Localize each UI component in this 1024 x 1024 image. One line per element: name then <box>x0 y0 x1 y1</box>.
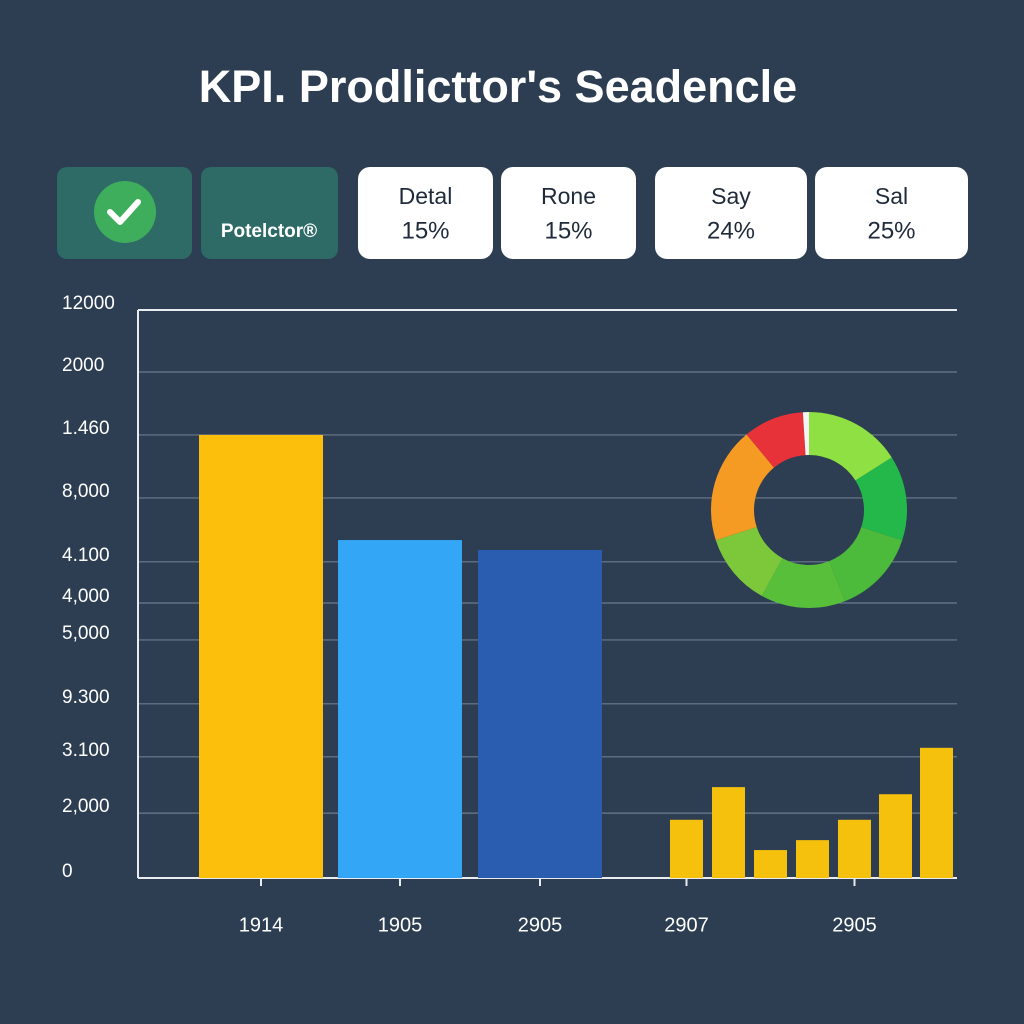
kpi-card <box>655 167 807 259</box>
page-title: KPI. Prodlicttor's Seadencle <box>199 61 797 112</box>
y-tick-label: 4.100 <box>62 545 110 566</box>
kpi-card <box>501 167 636 259</box>
pie-slice <box>715 526 783 596</box>
pie-slice <box>809 412 892 481</box>
bar <box>838 819 871 878</box>
y-tick-label: 3.100 <box>62 740 110 761</box>
pie-slice <box>761 558 846 608</box>
kpi-label: Detal <box>399 183 453 209</box>
pie-slice <box>855 457 908 541</box>
kpi-card <box>358 167 493 259</box>
kpi-label: Sal <box>875 183 908 209</box>
bar <box>796 840 829 878</box>
y-tick-label: 9.300 <box>62 687 110 708</box>
y-tick-label: 2,000 <box>62 796 110 817</box>
kpi-label: Rone <box>541 183 596 209</box>
y-tick-label: 1.460 <box>62 418 110 439</box>
y-tick-label: 0 <box>62 861 73 882</box>
bar <box>338 540 462 878</box>
x-tick-label: 2905 <box>518 914 563 936</box>
kpi-value: 25% <box>867 217 915 244</box>
x-tick-label: 1914 <box>239 914 284 936</box>
bar <box>920 747 953 878</box>
bar <box>754 850 787 878</box>
kpi-card <box>815 167 968 259</box>
y-tick-label: 2000 <box>62 355 104 376</box>
kpi-value: 15% <box>401 217 449 244</box>
x-tick-label: 2907 <box>664 914 709 936</box>
badge-text: Potelctor® <box>221 221 317 242</box>
kpi-value: 24% <box>707 217 755 244</box>
y-tick-label: 12000 <box>62 293 115 314</box>
badge-card <box>201 167 338 259</box>
bar <box>670 819 703 878</box>
pie-slice <box>829 526 903 602</box>
kpi-label: Say <box>711 183 751 209</box>
x-tick-label: 2905 <box>832 914 877 936</box>
kpi-value: 15% <box>544 217 592 244</box>
pie-slice <box>746 412 806 468</box>
y-tick-label: 5,000 <box>62 623 110 644</box>
x-tick-label: 1905 <box>378 914 423 936</box>
bar <box>478 549 602 878</box>
bar <box>199 434 323 878</box>
pie-slice <box>802 412 809 456</box>
check-mark <box>107 199 141 225</box>
y-tick-label: 4,000 <box>62 586 110 607</box>
y-tick-label: 8,000 <box>62 481 110 502</box>
bar <box>879 794 912 878</box>
pie-slice <box>711 434 774 541</box>
bar <box>712 787 745 878</box>
